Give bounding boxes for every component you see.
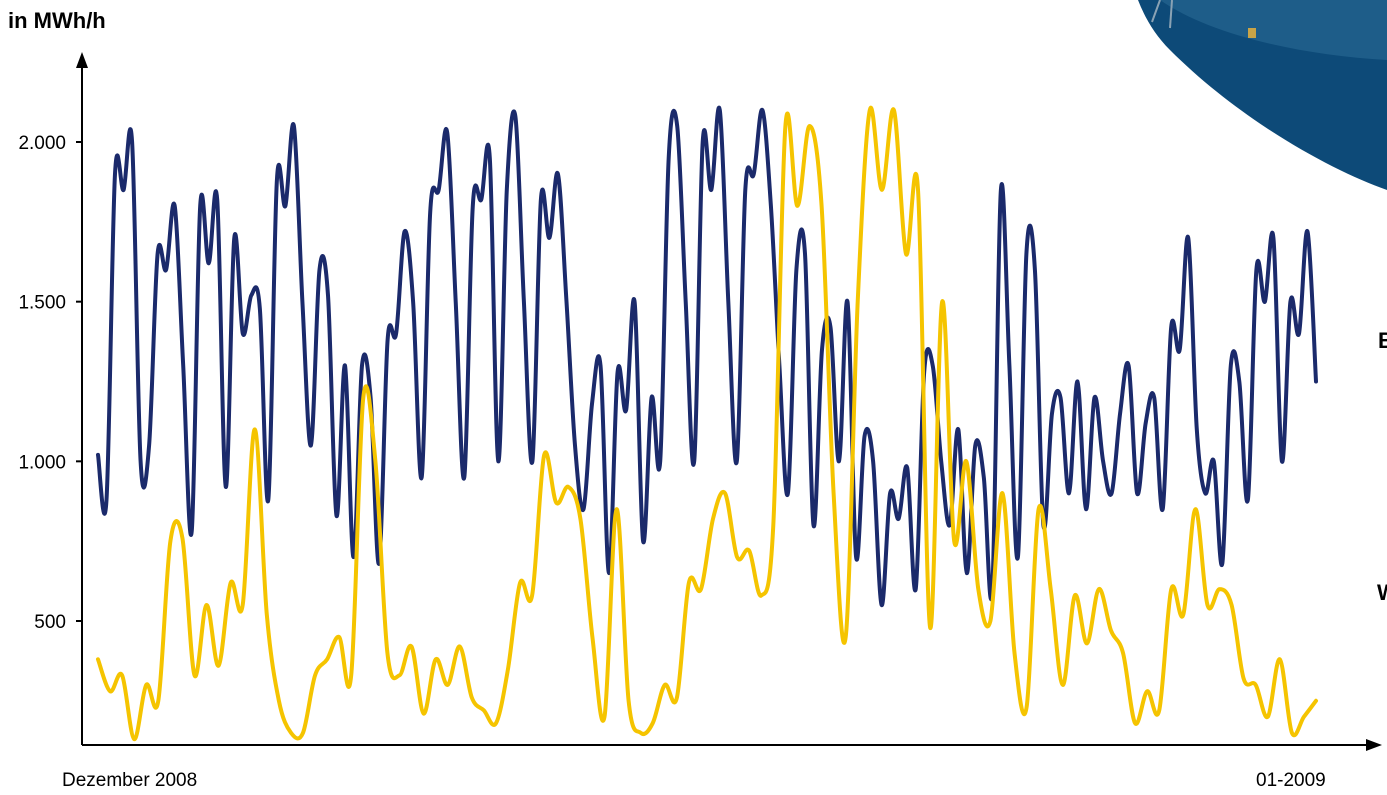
y-axis-arrow [76, 52, 88, 68]
y-tick-label: 1.000 [18, 452, 66, 473]
offshore-wind-photo [1138, 0, 1387, 190]
series-line-2 [96, 105, 1318, 742]
y-tick-label: 1.500 [18, 293, 66, 314]
legend-fragment-b: B [1378, 328, 1387, 353]
series-layer [96, 105, 1318, 742]
x-axis-start-label: Dezember 2008 [62, 770, 197, 791]
legend-fragment-w: W [1377, 580, 1387, 605]
y-axis-title: in MWh/h [8, 8, 106, 33]
x-axis-end-label: 01-2009 [1256, 770, 1326, 791]
y-ticks: 500 1.000 1.500 2.000 [18, 133, 82, 633]
series-line-1 [96, 105, 1318, 608]
y-tick-label: 2.000 [18, 133, 66, 154]
y-tick-label: 500 [34, 612, 66, 633]
x-axis-arrow [1366, 739, 1382, 751]
